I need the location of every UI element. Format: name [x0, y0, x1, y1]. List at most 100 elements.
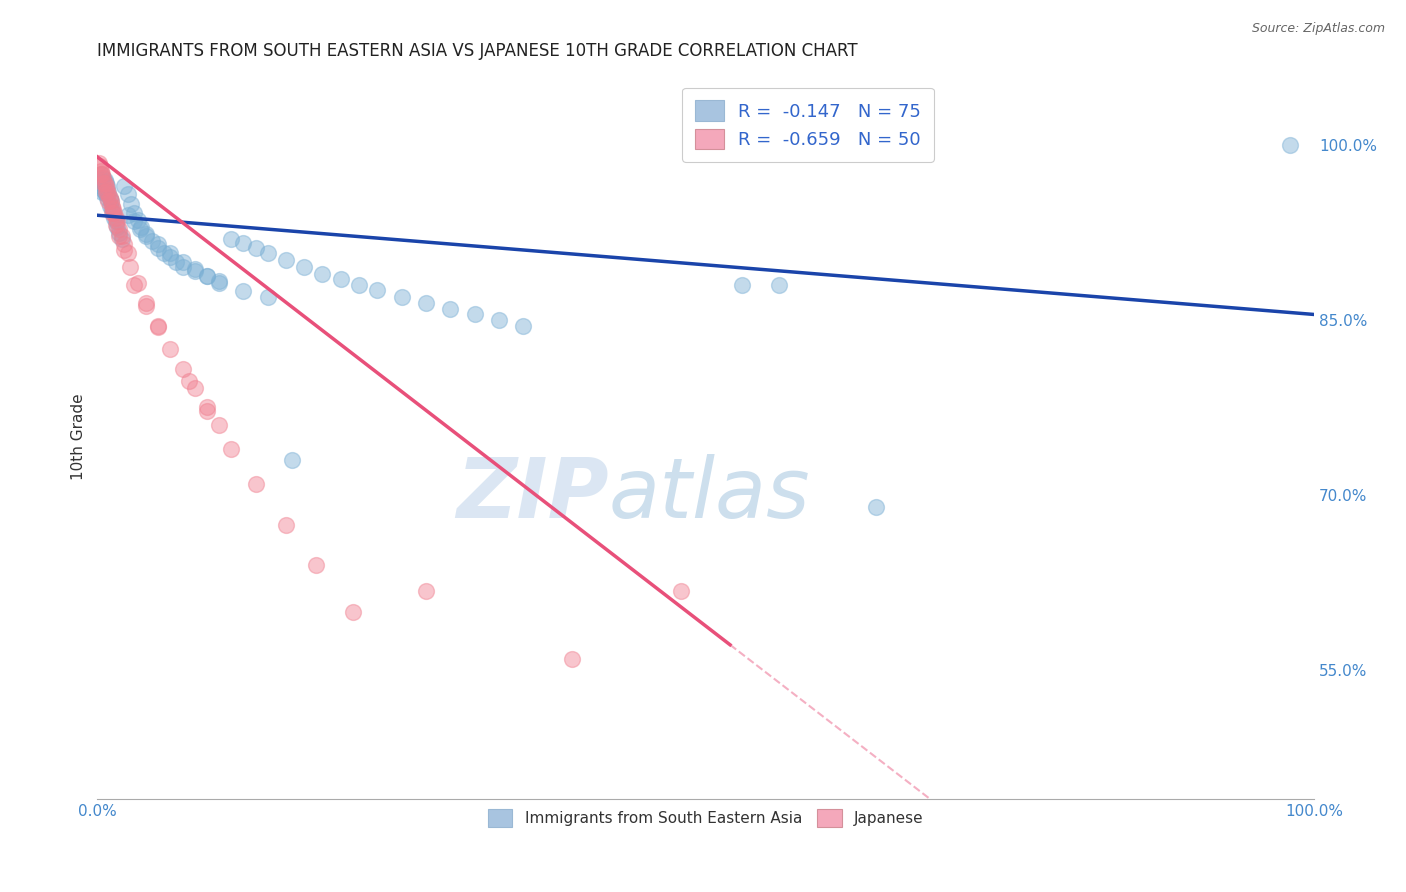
- Point: [104, 218, 127, 232]
- Point: [97, 194, 120, 209]
- Point: [141, 234, 163, 248]
- Point: [561, 652, 583, 666]
- Point: [108, 226, 131, 240]
- Point: [347, 278, 370, 293]
- Point: [89, 170, 111, 185]
- Point: [104, 211, 127, 225]
- Point: [183, 262, 205, 277]
- Point: [112, 237, 135, 252]
- Point: [274, 252, 297, 267]
- Point: [98, 191, 121, 205]
- Point: [342, 605, 364, 619]
- Point: [117, 187, 139, 202]
- Point: [89, 159, 111, 173]
- Legend: Immigrants from South Eastern Asia, Japanese: Immigrants from South Eastern Asia, Japa…: [481, 802, 931, 835]
- Point: [219, 231, 242, 245]
- Point: [98, 199, 121, 213]
- Point: [865, 500, 887, 514]
- Point: [208, 274, 231, 288]
- Point: [111, 231, 134, 245]
- Point: [195, 268, 218, 283]
- Point: [93, 170, 115, 185]
- Point: [488, 313, 510, 327]
- Point: [122, 278, 145, 293]
- Point: [94, 179, 117, 194]
- Point: [208, 276, 231, 290]
- Point: [135, 299, 157, 313]
- Point: [90, 164, 112, 178]
- Point: [366, 283, 388, 297]
- Point: [148, 237, 170, 252]
- Point: [129, 222, 152, 236]
- Point: [97, 187, 120, 202]
- Point: [101, 202, 124, 217]
- Point: [91, 173, 114, 187]
- Text: IMMIGRANTS FROM SOUTH EASTERN ASIA VS JAPANESE 10TH GRADE CORRELATION CHART: IMMIGRANTS FROM SOUTH EASTERN ASIA VS JA…: [97, 42, 858, 60]
- Point: [329, 272, 352, 286]
- Point: [415, 584, 437, 599]
- Point: [97, 185, 120, 199]
- Point: [195, 268, 218, 283]
- Point: [512, 319, 534, 334]
- Point: [93, 176, 115, 190]
- Point: [464, 308, 486, 322]
- Point: [117, 208, 139, 222]
- Point: [195, 400, 218, 414]
- Point: [281, 453, 304, 467]
- Point: [122, 206, 145, 220]
- Point: [245, 241, 267, 255]
- Point: [159, 343, 181, 357]
- Point: [671, 584, 693, 599]
- Point: [232, 236, 254, 251]
- Point: [183, 381, 205, 395]
- Point: [89, 176, 111, 190]
- Point: [108, 229, 131, 244]
- Point: [101, 199, 124, 213]
- Point: [94, 187, 117, 202]
- Point: [311, 267, 333, 281]
- Point: [87, 173, 110, 187]
- Point: [135, 295, 157, 310]
- Point: [93, 185, 115, 199]
- Text: ZIP: ZIP: [456, 454, 609, 535]
- Point: [274, 517, 297, 532]
- Point: [93, 183, 115, 197]
- Point: [1278, 138, 1301, 153]
- Point: [120, 260, 142, 274]
- Point: [93, 170, 115, 185]
- Point: [96, 191, 118, 205]
- Point: [148, 241, 170, 255]
- Point: [91, 185, 114, 199]
- Point: [122, 214, 145, 228]
- Point: [159, 245, 181, 260]
- Point: [98, 191, 121, 205]
- Point: [105, 219, 128, 234]
- Point: [183, 264, 205, 278]
- Point: [439, 301, 461, 316]
- Point: [90, 179, 112, 194]
- Point: [105, 214, 128, 228]
- Point: [148, 319, 170, 334]
- Point: [172, 362, 194, 376]
- Point: [94, 185, 117, 199]
- Point: [415, 295, 437, 310]
- Point: [172, 260, 194, 274]
- Point: [731, 278, 754, 293]
- Point: [219, 442, 242, 456]
- Y-axis label: 10th Grade: 10th Grade: [72, 393, 86, 480]
- Point: [96, 183, 118, 197]
- Point: [172, 255, 194, 269]
- Point: [91, 168, 114, 182]
- Point: [129, 219, 152, 234]
- Text: Source: ZipAtlas.com: Source: ZipAtlas.com: [1251, 22, 1385, 36]
- Point: [100, 194, 122, 209]
- Point: [111, 229, 134, 244]
- Point: [135, 227, 157, 241]
- Point: [232, 284, 254, 298]
- Point: [195, 404, 218, 418]
- Point: [101, 206, 124, 220]
- Point: [103, 206, 125, 220]
- Point: [100, 194, 122, 209]
- Point: [292, 260, 315, 274]
- Point: [208, 418, 231, 433]
